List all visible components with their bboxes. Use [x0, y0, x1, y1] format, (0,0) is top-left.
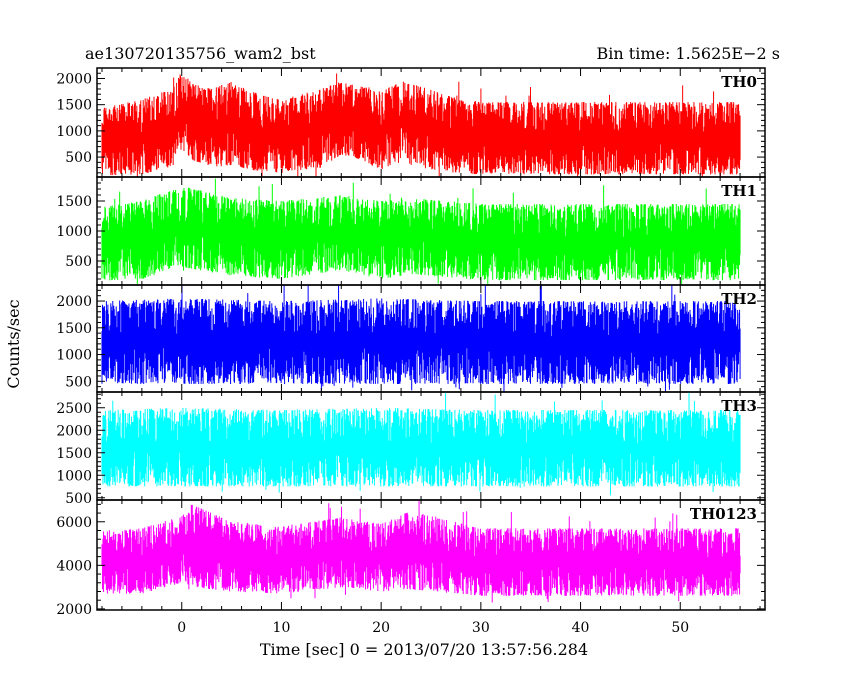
- bin-time-label: Bin time: 1.5625E−2 s: [597, 44, 780, 63]
- x-tick-label: 50: [671, 620, 689, 636]
- y-tick-label: 2000: [56, 71, 92, 87]
- panel-name-label: TH2: [721, 290, 757, 308]
- y-tick-label: 500: [65, 150, 92, 166]
- series-th2: [101, 285, 741, 392]
- x-axis-label: Time [sec] 0 = 2013/07/20 13:57:56.284: [260, 640, 588, 659]
- panel-th0: 500 1000 1500 2000 TH0: [56, 67, 766, 178]
- panel-th1: 500 1000 1500 TH1: [56, 176, 766, 286]
- y-tick-label: 1500: [56, 321, 92, 337]
- panel-name-label: TH1: [721, 182, 757, 200]
- panel-name-label: TH0123: [690, 505, 757, 523]
- y-tick-label: 500: [65, 374, 92, 390]
- y-tick-label: 1000: [56, 224, 92, 240]
- y-tick-label: 2000: [56, 602, 92, 618]
- series-th0: [101, 73, 741, 177]
- chart-title: ae130720135756_wam2_bst: [85, 44, 316, 63]
- panel-frame: [96, 499, 766, 611]
- series-th0123: [101, 500, 741, 603]
- y-tick-label: 2000: [56, 294, 92, 310]
- y-axis-label: Counts/sec: [4, 299, 23, 388]
- x-tick-label: 30: [472, 620, 490, 636]
- panel-name-label: TH3: [721, 397, 757, 415]
- y-tick-label: 2500: [56, 401, 92, 417]
- y-tick-label: 6000: [56, 515, 92, 531]
- y-tick-label: 500: [65, 254, 92, 270]
- panel-th3: 500 1000 1500 2000 2500 TH3: [56, 391, 766, 507]
- panel-th2: 500 1000 1500 2000 TH2: [56, 284, 766, 393]
- y-tick-label: 1000: [56, 124, 92, 140]
- x-tick-label: 20: [372, 620, 390, 636]
- y-tick-label: 500: [65, 491, 92, 507]
- y-tick-label: 1000: [56, 348, 92, 364]
- x-tick-label: 10: [273, 620, 291, 636]
- y-tick-label: 1500: [56, 446, 92, 462]
- y-tick-label: 1500: [56, 98, 92, 114]
- series-th1: [101, 178, 741, 285]
- x-tick-label: 0: [177, 620, 186, 636]
- y-tick-label: 1500: [56, 194, 92, 210]
- y-tick-label: 4000: [56, 558, 92, 574]
- x-tick-label: 40: [572, 620, 590, 636]
- panel-name-label: TH0: [721, 73, 757, 91]
- y-tick-label: 2000: [56, 423, 92, 439]
- panel-th0123: 2000 4000 6000 TH0123: [56, 499, 766, 618]
- series-th3: [101, 392, 741, 496]
- y-tick-label: 1000: [56, 468, 92, 484]
